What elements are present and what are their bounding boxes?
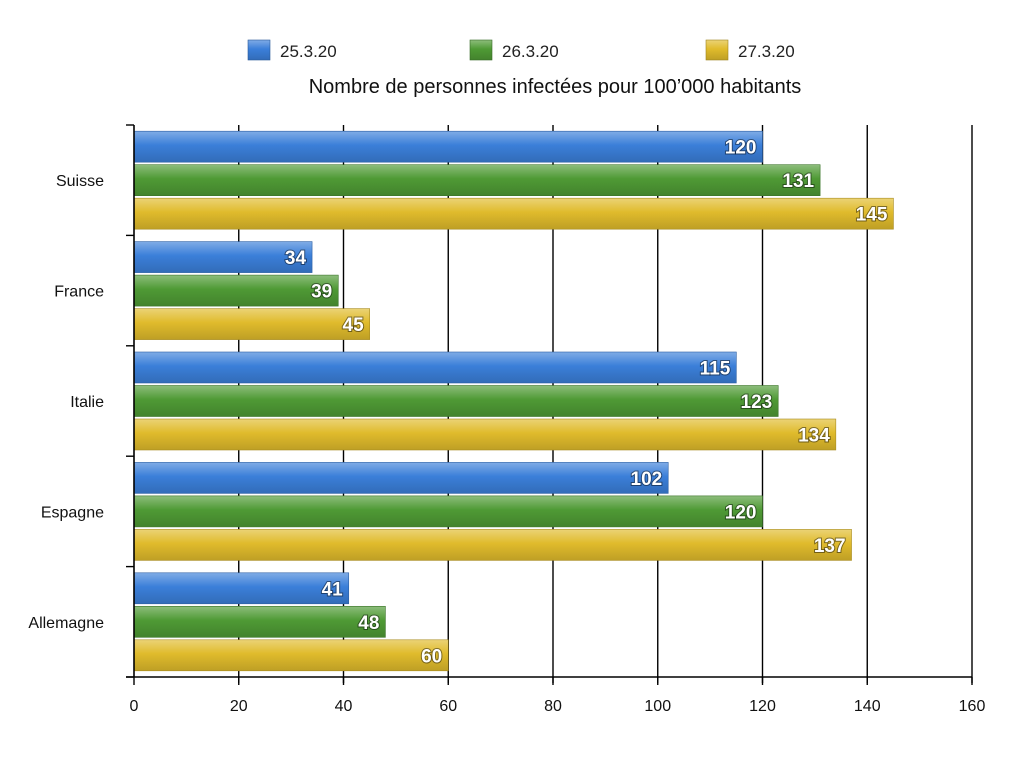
- axes: Suisse France Italie Espagne Allemagne 0 20 40 6…: [28, 124, 986, 715]
- bar-value-label: 41: [322, 579, 344, 600]
- bar-suisse-1: [133, 130, 763, 163]
- bar-value-label: 134: [798, 426, 830, 447]
- bar-allemagne-2: [133, 605, 386, 638]
- bar-value-label: 60: [421, 646, 442, 667]
- legend-swatch-2: [469, 39, 493, 61]
- x-tick-label: 40: [335, 698, 353, 715]
- bar-value-label: 120: [725, 502, 757, 523]
- x-tick-label: 120: [749, 698, 776, 715]
- legend-swatch-1: [247, 39, 271, 61]
- x-tick-label: 20: [230, 698, 248, 715]
- bar-allemagne-1: [133, 572, 350, 605]
- bar-espagne-1: [133, 462, 669, 494]
- category-label: France: [54, 284, 104, 301]
- chart-title: Nombre de personnes infectées pour 100’0…: [309, 76, 802, 98]
- bar-italie-2: [133, 385, 779, 417]
- bar-value-label: 145: [856, 205, 888, 226]
- bar-value-label: 48: [358, 613, 379, 634]
- category-label: Suisse: [56, 173, 104, 190]
- category-label: Espagne: [41, 504, 104, 521]
- bar-espagne-2: [133, 495, 763, 528]
- bar-value-label: 39: [311, 282, 332, 303]
- x-tick-label: 160: [959, 698, 986, 715]
- x-tick-label: 140: [854, 698, 881, 715]
- bar-suisse-2: [133, 164, 821, 196]
- legend: 25.3.20 26.3.20 27.3.20: [247, 39, 795, 61]
- bar-suisse-3: [133, 197, 894, 230]
- bar-allemagne-3: [133, 639, 449, 672]
- bar-france-3: [133, 308, 370, 340]
- legend-label-1: 25.3.20: [280, 42, 337, 61]
- legend-label-3: 27.3.20: [738, 42, 795, 61]
- bar-italie-1: [133, 351, 737, 384]
- bar-value-label: 137: [814, 536, 846, 557]
- bar-value-label: 34: [285, 248, 307, 269]
- bar-france-2: [133, 274, 339, 307]
- category-label: Italie: [70, 394, 104, 411]
- x-tick-label: 0: [130, 698, 139, 715]
- bar-value-label: 45: [343, 315, 365, 336]
- legend-swatch-3: [705, 39, 729, 61]
- x-tick-label: 80: [544, 698, 562, 715]
- x-tick-label: 100: [644, 698, 671, 715]
- bar-value-label: 115: [700, 359, 731, 380]
- bar-value-label: 120: [725, 138, 757, 159]
- bar-value-label: 102: [631, 469, 663, 490]
- bar-espagne-3: [133, 529, 852, 561]
- bar-italie-3: [133, 418, 837, 451]
- legend-label-2: 26.3.20: [502, 42, 559, 61]
- x-tick-label: 60: [439, 698, 457, 715]
- category-label: Allemagne: [28, 615, 104, 632]
- bar-value-label: 131: [782, 171, 814, 192]
- bar-value-label: 123: [741, 392, 773, 413]
